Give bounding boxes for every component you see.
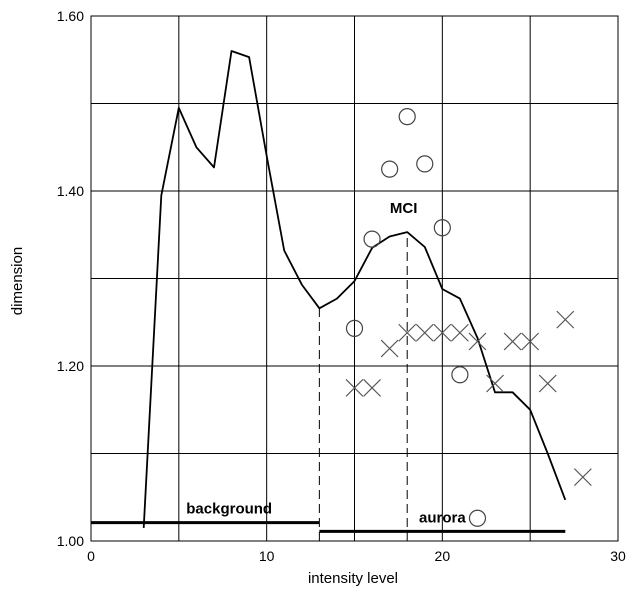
series-layer	[142, 50, 592, 528]
cross-point-11	[538, 374, 557, 393]
cross-point-8	[486, 374, 504, 393]
x-tick-label-4: 20	[435, 548, 451, 564]
circle-point-6	[451, 366, 469, 384]
cross-point-7	[468, 332, 487, 351]
range-bars: background aurora	[91, 501, 566, 533]
cross-point-2	[380, 339, 399, 358]
circle-point-7	[468, 509, 487, 527]
x-axis-title: intensity level	[308, 570, 398, 587]
circle-point-5	[433, 219, 451, 237]
cross-point-5	[433, 323, 452, 342]
cross-point-4	[415, 323, 434, 342]
cross-point-10	[521, 332, 540, 351]
circle-point-2	[381, 160, 399, 178]
circle-point-3	[398, 108, 416, 126]
circle-point-4	[416, 155, 434, 173]
y-tick-label-0: 1.00	[57, 533, 84, 549]
y-tick-label-4: 1.40	[57, 183, 84, 199]
cross-point-13	[573, 468, 592, 487]
cross-point-9	[503, 332, 522, 351]
series-line	[142, 50, 567, 528]
y-axis-title: dimension	[9, 247, 26, 315]
range-label-background: background	[186, 501, 272, 518]
plot-frame	[90, 15, 619, 542]
tick-labels: 0 10 20 30 1.00 1.20 1.40 1.60	[57, 8, 626, 564]
guide-lines	[318, 232, 408, 541]
y-tick-label-6: 1.60	[57, 8, 84, 24]
circle-point-0	[345, 319, 364, 337]
cross-point-6	[450, 323, 469, 342]
range-label-aurora: aurora	[419, 509, 466, 526]
y-tick-label-2: 1.20	[57, 358, 84, 374]
x-tick-label-6: 30	[610, 548, 626, 564]
annotations: MCI	[390, 200, 418, 217]
cross-point-3	[398, 323, 417, 342]
x-tick-label-0: 0	[87, 548, 95, 564]
cross-point-12	[556, 310, 575, 329]
cross-point-1	[363, 378, 381, 397]
x-tick-label-2: 10	[259, 548, 275, 564]
circle-point-1	[363, 230, 381, 248]
cross-point-0	[345, 378, 364, 397]
grid	[90, 15, 619, 542]
annotation-mci: MCI	[390, 200, 418, 217]
